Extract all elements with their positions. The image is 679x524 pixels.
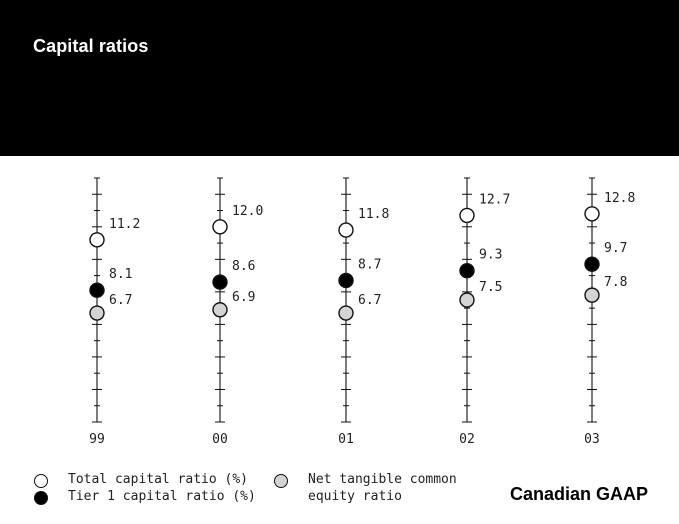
point-net-01 xyxy=(339,306,353,320)
point-tier1-02 xyxy=(460,264,474,278)
point-tier1-03 xyxy=(585,257,599,271)
x-tick-label: 01 xyxy=(338,432,354,447)
point-tier1-99 xyxy=(90,283,104,297)
data-label-total-03: 12.8 xyxy=(604,191,635,206)
data-label-total-99: 11.2 xyxy=(109,217,140,232)
data-label-total-01: 11.8 xyxy=(358,207,389,222)
data-label-net-02: 7.5 xyxy=(479,280,502,295)
data-label-total-02: 12.7 xyxy=(479,192,510,207)
point-net-03 xyxy=(585,288,599,302)
x-tick-label: 99 xyxy=(89,432,105,447)
data-label-total-00: 12.0 xyxy=(232,204,263,219)
data-label-tier1-02: 9.3 xyxy=(479,248,502,263)
data-label-tier1-01: 8.7 xyxy=(358,257,381,272)
x-tick-label: 03 xyxy=(584,432,600,447)
x-tick-label: 00 xyxy=(212,432,228,447)
data-label-tier1-00: 8.6 xyxy=(232,259,255,274)
data-label-net-03: 7.8 xyxy=(604,275,627,290)
data-label-tier1-99: 8.1 xyxy=(109,267,132,282)
point-total-01 xyxy=(339,223,353,237)
point-total-03 xyxy=(585,207,599,221)
point-total-99 xyxy=(90,233,104,247)
point-total-02 xyxy=(460,208,474,222)
data-label-net-99: 6.7 xyxy=(109,293,132,308)
point-total-00 xyxy=(213,220,227,234)
data-label-net-01: 6.7 xyxy=(358,293,381,308)
data-label-net-00: 6.9 xyxy=(232,290,255,305)
data-label-tier1-03: 9.7 xyxy=(604,241,627,256)
x-tick-label: 02 xyxy=(459,432,475,447)
point-tier1-01 xyxy=(339,273,353,287)
point-tier1-00 xyxy=(213,275,227,289)
point-net-00 xyxy=(213,303,227,317)
point-net-02 xyxy=(460,293,474,307)
point-net-99 xyxy=(90,306,104,320)
